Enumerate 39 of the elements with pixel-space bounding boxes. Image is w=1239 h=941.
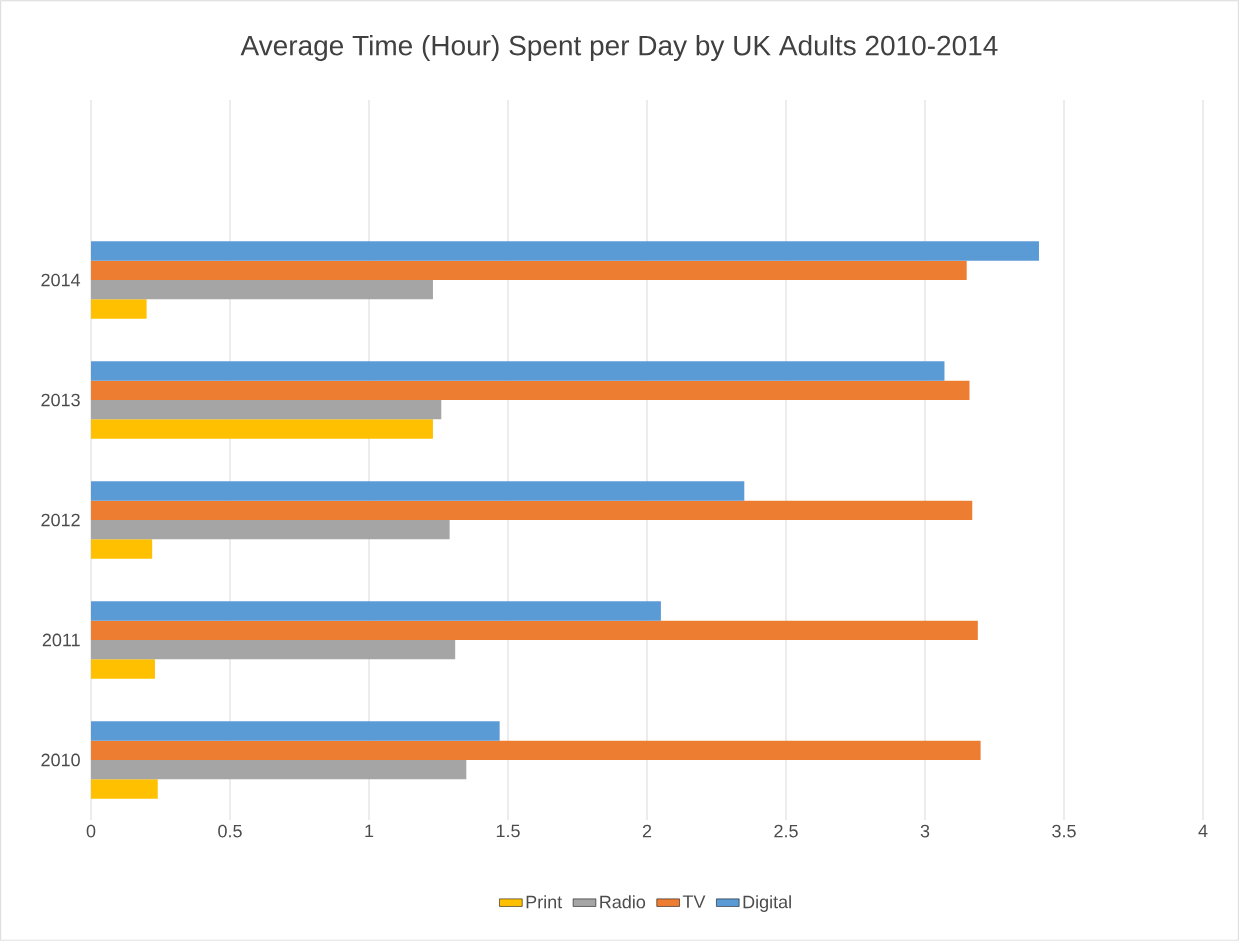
bar: [91, 601, 661, 621]
bar: [91, 721, 500, 741]
y-tick-label: 2013: [41, 393, 80, 407]
x-tick-label: 0.5: [218, 824, 242, 838]
bar: [91, 760, 467, 780]
bar: [91, 380, 970, 400]
legend-label: Radio: [600, 895, 646, 909]
x-tick-label: 1: [365, 824, 374, 838]
bar: [91, 399, 442, 420]
x-tick-label: 2: [642, 824, 652, 838]
legend-label: TV: [682, 895, 706, 908]
bar: [91, 640, 456, 660]
bar: [91, 481, 745, 501]
bar: [91, 620, 978, 640]
y-tick-label: 2014: [41, 273, 81, 287]
bar: [91, 299, 147, 319]
legend-label: Print: [526, 895, 563, 909]
bar: [91, 740, 981, 760]
bar: [91, 539, 153, 559]
bar: [91, 779, 158, 799]
chart-title: Average Time (Hour) Spent per Day by UK Adults 2010-2014: [240, 34, 998, 62]
x-tick-label: 4: [1198, 824, 1208, 838]
bar: [91, 419, 433, 439]
y-tick-label: 2010: [41, 753, 80, 767]
bar: [91, 659, 155, 679]
x-tick-label: 3.5: [1052, 824, 1076, 838]
legend-label: Digital: [743, 895, 791, 912]
bar: [91, 241, 1039, 261]
x-tick-label: 2.5: [774, 824, 798, 838]
y-tick-label: 2011: [42, 633, 80, 647]
x-tick-label: 3: [920, 824, 930, 838]
bar: [91, 361, 945, 381]
bar: [91, 260, 967, 280]
bar: [91, 280, 433, 300]
bar: [91, 500, 973, 520]
x-tick-label: 0: [86, 824, 96, 838]
bar: [91, 520, 450, 540]
x-tick-label: 1.5: [496, 824, 520, 838]
y-tick-label: 2012: [41, 513, 80, 527]
